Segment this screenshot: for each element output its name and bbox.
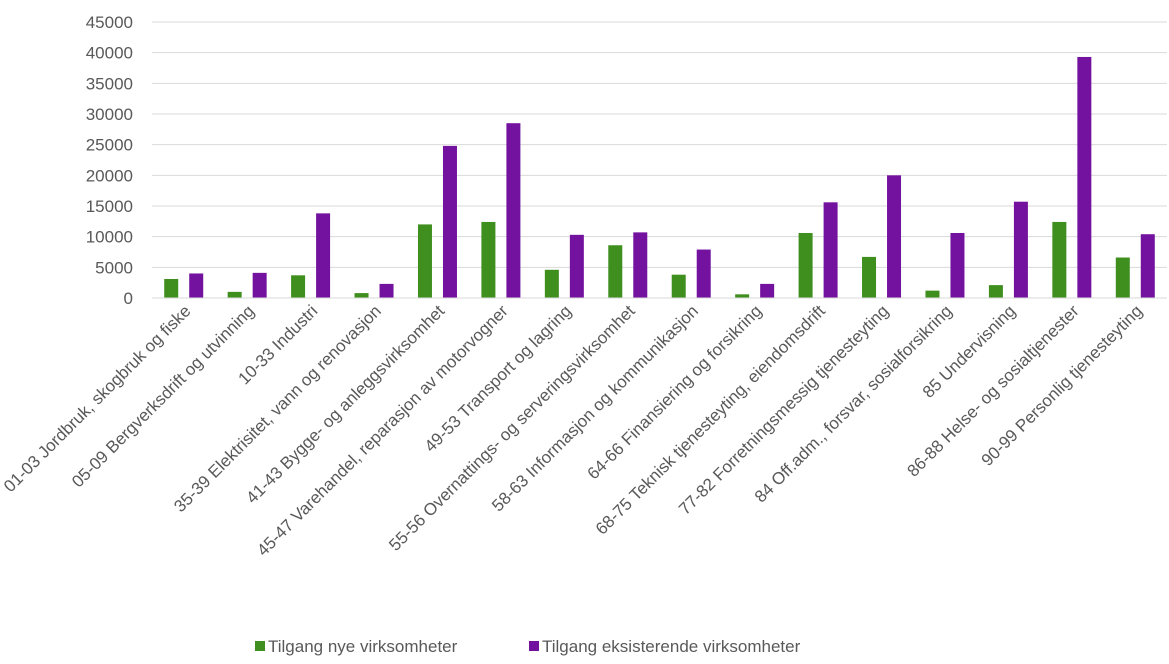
bar-existing-businesses — [380, 284, 394, 298]
bar-existing-businesses — [570, 235, 584, 298]
bar-existing-businesses — [697, 250, 711, 298]
bar-existing-businesses — [950, 233, 964, 298]
bar-existing-businesses — [887, 175, 901, 298]
y-tick-label: 30000 — [86, 105, 133, 124]
y-tick-label: 40000 — [86, 44, 133, 63]
bar-new-businesses — [481, 222, 495, 298]
y-tick-label: 25000 — [86, 136, 133, 155]
bar-new-businesses — [291, 275, 305, 298]
y-tick-label: 45000 — [86, 13, 133, 32]
y-tick-label: 20000 — [86, 166, 133, 185]
legend-swatch — [529, 641, 539, 651]
y-tick-label: 35000 — [86, 74, 133, 93]
legend-label: Tilgang nye virksomheter — [268, 637, 458, 656]
bar-new-businesses — [164, 279, 178, 298]
bar-new-businesses — [418, 224, 432, 298]
bar-new-businesses — [228, 292, 242, 298]
bar-new-businesses — [608, 245, 622, 298]
y-tick-label: 0 — [124, 289, 133, 308]
bar-new-businesses — [545, 270, 559, 298]
bar-new-businesses — [925, 291, 939, 298]
y-axis-tick-labels: 0 5000 10000 15000 20000 25000 30000 35000 40000… — [86, 13, 133, 308]
legend-swatch — [255, 641, 265, 651]
x-category-label: 68-75 Teknisk tjenesteyting, eiendomsdri… — [592, 301, 829, 538]
bar-new-businesses — [799, 233, 813, 298]
bar-existing-businesses — [253, 273, 267, 298]
legend: Tilgang nye virksomheter Tilgang eksister… — [255, 637, 801, 656]
bar-new-businesses — [672, 275, 686, 298]
bar-existing-businesses — [824, 202, 838, 298]
bar-existing-businesses — [189, 273, 203, 298]
y-tick-label: 15000 — [86, 197, 133, 216]
bar-new-businesses — [735, 294, 749, 298]
bars — [164, 57, 1155, 298]
bar-existing-businesses — [633, 232, 647, 298]
bar-existing-businesses — [760, 284, 774, 298]
bar-new-businesses — [989, 285, 1003, 298]
bar-new-businesses — [355, 293, 369, 298]
bar-existing-businesses — [1077, 57, 1091, 298]
y-tick-label: 5000 — [95, 258, 133, 277]
bar-existing-businesses — [316, 213, 330, 298]
bar-new-businesses — [1052, 222, 1066, 298]
y-tick-label: 10000 — [86, 228, 133, 247]
bar-existing-businesses — [1141, 234, 1155, 298]
bar-existing-businesses — [443, 146, 457, 298]
bar-new-businesses — [862, 257, 876, 298]
legend-label: Tilgang eksisterende virksomheter — [542, 637, 801, 656]
bar-existing-businesses — [506, 123, 520, 298]
bar-existing-businesses — [1014, 202, 1028, 298]
bar-new-businesses — [1116, 258, 1130, 298]
